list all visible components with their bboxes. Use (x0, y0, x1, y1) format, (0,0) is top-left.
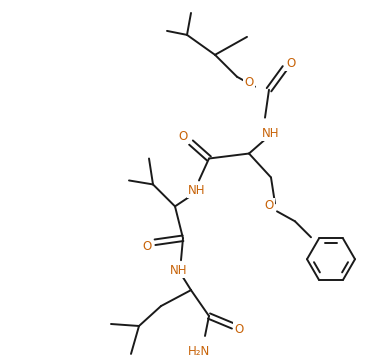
Text: H₂N: H₂N (188, 345, 210, 359)
Text: NH: NH (170, 264, 188, 277)
Text: O: O (264, 199, 274, 212)
Text: NH: NH (188, 184, 206, 197)
Text: O: O (142, 240, 152, 253)
Text: O: O (286, 57, 296, 70)
Text: O: O (234, 324, 244, 337)
Text: O: O (178, 130, 188, 143)
Text: NH: NH (262, 127, 280, 140)
Text: O: O (244, 76, 254, 89)
